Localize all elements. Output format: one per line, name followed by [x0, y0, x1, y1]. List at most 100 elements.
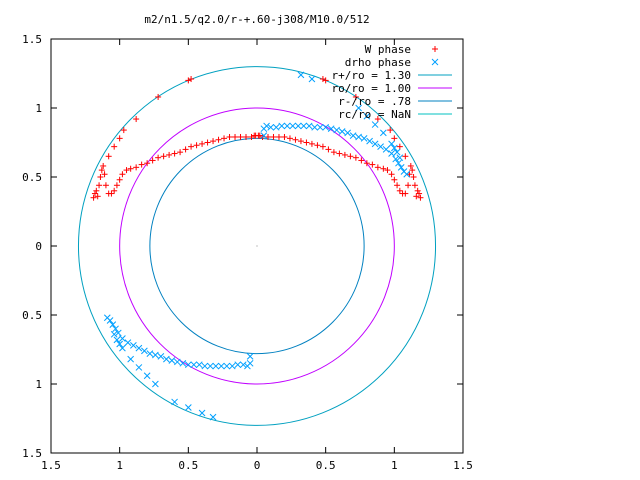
- point-1: [195, 361, 203, 369]
- point-1: [388, 150, 395, 157]
- point-1: [260, 132, 268, 139]
- point-1: [366, 137, 373, 145]
- y-tick-label: 1.5: [22, 447, 42, 460]
- chart-title: m2/n1.5/q2.0/r-+.60-j308/M10.0/512: [144, 13, 369, 26]
- point-1: [223, 362, 231, 370]
- circle-2: [149, 137, 365, 355]
- point-1: [110, 330, 118, 338]
- point-1: [146, 350, 154, 357]
- point-0: [120, 127, 127, 134]
- point-1: [392, 155, 400, 163]
- point-0: [248, 133, 255, 140]
- point-0: [105, 153, 112, 160]
- point-1: [403, 170, 411, 178]
- point-0: [113, 182, 120, 189]
- point-1: [113, 336, 121, 344]
- point-1: [116, 340, 124, 348]
- point-0: [384, 167, 391, 174]
- point-1: [355, 104, 362, 112]
- point-0: [374, 116, 381, 123]
- point-0: [407, 162, 414, 169]
- legend-label: r-/ro = .78: [338, 95, 411, 108]
- point-1: [300, 122, 308, 130]
- point-1: [114, 329, 122, 337]
- point-0: [210, 138, 217, 145]
- axis-ticks: 1.5 1 0.5 0 0.5 1 1.51.510.500.511.5: [22, 33, 473, 472]
- point-1: [135, 364, 143, 371]
- point-0: [215, 136, 222, 143]
- x-tick-label: 0.5: [178, 459, 198, 472]
- legend-label: r+/ro = 1.30: [332, 69, 411, 82]
- point-0: [410, 174, 417, 180]
- point-1: [322, 123, 330, 131]
- point-0: [396, 187, 403, 194]
- legend-label: drho phase: [345, 56, 411, 69]
- point-1: [396, 154, 404, 162]
- point-1: [246, 353, 254, 360]
- point-0: [330, 149, 337, 156]
- point-0: [226, 133, 233, 140]
- point-0: [98, 167, 105, 174]
- point-0: [155, 154, 162, 161]
- point-1: [135, 344, 143, 352]
- point-0: [405, 182, 412, 189]
- x-tick-label: 1: [391, 459, 398, 472]
- point-0: [363, 160, 370, 167]
- point-0: [166, 151, 173, 158]
- data-points: [90, 71, 424, 421]
- point-0: [303, 139, 310, 146]
- point-1: [338, 128, 346, 135]
- point-0: [237, 133, 244, 140]
- point-0: [96, 182, 103, 189]
- point-0: [119, 171, 126, 178]
- point-0: [160, 153, 167, 160]
- point-1: [119, 335, 126, 342]
- legend-label: rc/ro = NaN: [338, 108, 411, 121]
- point-0: [199, 140, 206, 147]
- point-0: [347, 153, 354, 160]
- point-1: [267, 123, 275, 131]
- legend-marker: [431, 58, 439, 66]
- point-0: [177, 149, 184, 156]
- point-0: [144, 160, 151, 167]
- point-0: [204, 139, 211, 146]
- point-0: [394, 182, 401, 189]
- point-0: [417, 194, 424, 201]
- point-1: [344, 129, 351, 137]
- point-0: [123, 167, 130, 174]
- point-1: [371, 121, 379, 128]
- x-tick-label: 1.5: [41, 459, 61, 472]
- point-1: [163, 355, 170, 363]
- point-0: [116, 176, 123, 183]
- point-0: [171, 150, 178, 157]
- point-0: [325, 146, 332, 153]
- point-0: [358, 157, 365, 164]
- point-0: [182, 146, 189, 153]
- point-0: [391, 176, 398, 183]
- point-0: [297, 138, 304, 145]
- point-0: [352, 154, 359, 161]
- point-0: [314, 142, 321, 149]
- point-0: [292, 136, 299, 143]
- point-0: [409, 167, 416, 174]
- point-0: [352, 93, 359, 100]
- point-1: [127, 355, 135, 363]
- point-1: [355, 133, 362, 141]
- point-1: [297, 71, 305, 79]
- point-1: [360, 135, 368, 142]
- point-0: [322, 77, 329, 84]
- point-1: [272, 123, 280, 131]
- point-0: [97, 174, 104, 180]
- point-0: [243, 133, 250, 140]
- point-1: [278, 122, 286, 130]
- point-0: [193, 142, 200, 149]
- point-0: [111, 187, 118, 194]
- point-1: [390, 144, 398, 152]
- y-tick-label: 0: [35, 240, 42, 253]
- point-0: [188, 76, 195, 83]
- point-1: [184, 361, 192, 369]
- point-1: [388, 140, 395, 148]
- point-1: [397, 163, 405, 171]
- point-1: [393, 148, 401, 156]
